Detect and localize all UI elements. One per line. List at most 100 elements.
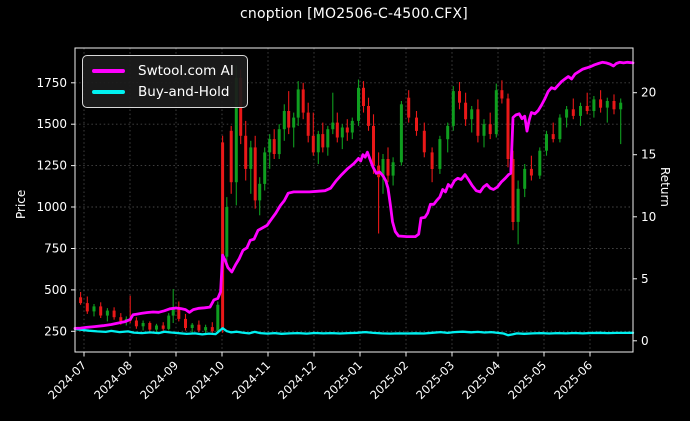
legend-label-bh: Buy-and-Hold bbox=[138, 84, 230, 100]
candle-body-up bbox=[516, 188, 520, 222]
candle-body-up bbox=[171, 307, 175, 316]
candle-body-up bbox=[234, 77, 238, 183]
candle-body-up bbox=[605, 101, 609, 108]
candle-body-up bbox=[381, 159, 385, 178]
candle-body-up bbox=[391, 162, 395, 176]
price-tick-label: 1500 bbox=[36, 117, 67, 131]
price-tick-label: 750 bbox=[44, 242, 67, 256]
candle-body-up bbox=[167, 315, 171, 329]
candle-body-up bbox=[249, 147, 253, 169]
candle-body-up bbox=[619, 102, 623, 110]
candle-body-up bbox=[451, 91, 455, 126]
candle-body-up bbox=[155, 325, 158, 330]
candle-body-up bbox=[592, 99, 596, 111]
price-tick-label: 250 bbox=[44, 324, 67, 338]
return-tick-label: 20 bbox=[641, 86, 656, 100]
price-tick-label: 1750 bbox=[36, 76, 67, 90]
candle-body-down bbox=[372, 125, 375, 166]
candle-body-down bbox=[488, 124, 492, 135]
candle-body-up bbox=[282, 111, 286, 130]
date-tick-label: 2025-06 bbox=[551, 358, 595, 402]
candle-body-up bbox=[565, 109, 569, 118]
candle-body-down bbox=[177, 307, 181, 319]
date-tick-label: 2025-05 bbox=[505, 358, 549, 402]
candle-body-down bbox=[112, 310, 116, 318]
candle-body-up bbox=[399, 104, 403, 163]
legend-item-ai: Swtool.com AI bbox=[92, 63, 234, 79]
candle-body-down bbox=[551, 134, 555, 140]
return-tick-label: 5 bbox=[641, 272, 649, 286]
candle-body-up bbox=[268, 139, 272, 153]
legend-label-ai: Swtool.com AI bbox=[138, 63, 234, 79]
candle-body-down bbox=[335, 122, 339, 138]
candle-body-down bbox=[571, 109, 575, 116]
price-tick-label: 1000 bbox=[36, 200, 67, 214]
price-tick-label: 500 bbox=[44, 283, 67, 297]
legend: Swtool.com AI Buy-and-Hold bbox=[82, 55, 248, 108]
candle-body-down bbox=[599, 99, 603, 108]
candle-body-down bbox=[301, 89, 305, 113]
candle-body-up bbox=[263, 152, 267, 184]
candle-body-up bbox=[357, 87, 360, 121]
candle-body-up bbox=[258, 183, 262, 201]
candle-body-down bbox=[529, 168, 533, 176]
candle-body-down bbox=[197, 324, 201, 331]
candle-body-up bbox=[190, 324, 194, 328]
candle-body-down bbox=[85, 303, 89, 312]
candle-body-down bbox=[362, 87, 365, 106]
candle-body-up bbox=[538, 150, 542, 176]
candle-body-down bbox=[430, 152, 434, 169]
bh-line-swatch bbox=[92, 90, 125, 94]
candle-body-down bbox=[367, 106, 370, 126]
candle-body-down bbox=[585, 106, 589, 111]
candle-body-up bbox=[225, 207, 229, 257]
axis-spine bbox=[74, 47, 634, 353]
candle-body-down bbox=[506, 98, 510, 159]
candle-body-down bbox=[119, 317, 123, 322]
candle-body-down bbox=[79, 297, 83, 304]
candle-body-down bbox=[464, 102, 468, 120]
candle-body-down bbox=[345, 127, 349, 133]
candle-body-up bbox=[292, 117, 296, 128]
left-axis-label: Price bbox=[14, 189, 28, 219]
candle-body-down bbox=[511, 159, 515, 222]
date-tick-label: 2024-08 bbox=[91, 358, 135, 402]
date-tick-label: 2024-09 bbox=[137, 358, 181, 402]
date-tick-label: 2025-04 bbox=[459, 358, 503, 402]
candle-body-down bbox=[287, 111, 291, 128]
return-tick-label: 15 bbox=[641, 148, 656, 162]
candle-body-up bbox=[105, 310, 109, 316]
candle-body-up bbox=[545, 134, 548, 151]
candle-body-down bbox=[422, 130, 426, 153]
date-tick-label: 2024-11 bbox=[229, 358, 273, 402]
date-tick-label: 2025-01 bbox=[321, 358, 365, 402]
candle-body-up bbox=[141, 323, 145, 327]
candle-body-down bbox=[184, 318, 187, 328]
date-tick-label: 2024-10 bbox=[183, 358, 227, 402]
candle-body-down bbox=[306, 112, 310, 136]
candle-body-down bbox=[161, 325, 165, 329]
candle-body-up bbox=[216, 304, 220, 332]
candle-body-up bbox=[340, 127, 344, 138]
candle-body-down bbox=[476, 109, 480, 136]
candle-body-up bbox=[316, 134, 320, 153]
return-tick-label: 0 bbox=[641, 334, 649, 348]
candle-body-up bbox=[523, 168, 527, 189]
bh-line bbox=[73, 327, 635, 337]
candle-body-down bbox=[500, 90, 504, 99]
candle-body-up bbox=[331, 122, 335, 130]
candle-body-up bbox=[446, 125, 450, 140]
candle-body-down bbox=[458, 91, 461, 103]
candle-body-down bbox=[612, 101, 616, 110]
candle-body-up bbox=[470, 109, 474, 120]
candle-body-down bbox=[99, 306, 103, 316]
candle-body-down bbox=[221, 142, 225, 330]
candle-body-down bbox=[134, 320, 138, 327]
candle-body-up bbox=[494, 90, 498, 135]
return-tick-label: 10 bbox=[641, 210, 656, 224]
candle-body-down bbox=[253, 147, 257, 201]
candle-body-up bbox=[204, 327, 208, 331]
candle-body-down bbox=[321, 134, 325, 148]
